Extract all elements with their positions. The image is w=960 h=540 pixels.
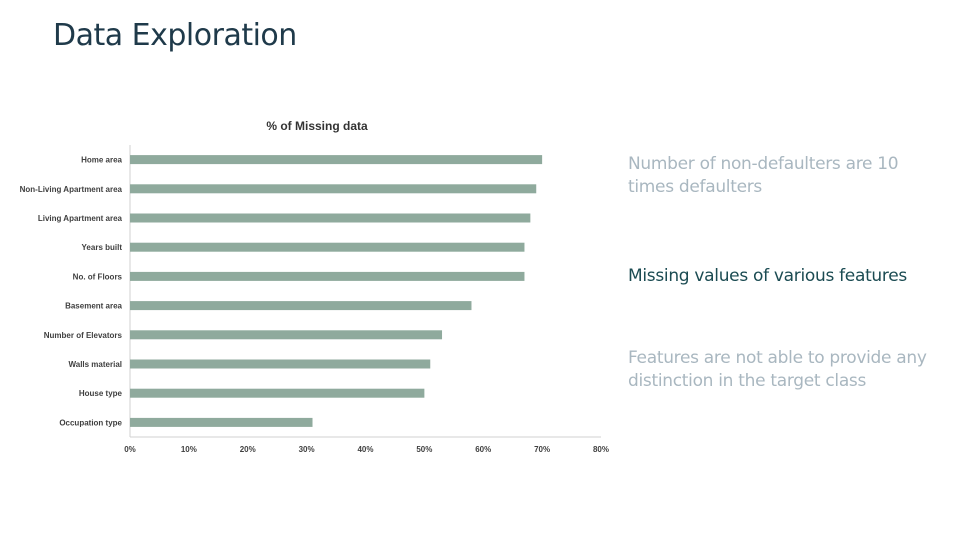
x-tick-label-7: 70% xyxy=(534,445,550,454)
bar-2 xyxy=(130,213,531,223)
x-tick-label-3: 30% xyxy=(299,445,315,454)
bar-5 xyxy=(130,301,472,311)
x-tick-label-6: 60% xyxy=(475,445,491,454)
category-label-2: Living Apartment area xyxy=(38,214,123,223)
bar-6 xyxy=(130,330,443,340)
category-label-9: Occupation type xyxy=(59,418,122,427)
bar-4 xyxy=(130,271,525,281)
bar-0 xyxy=(130,155,543,165)
bar-3 xyxy=(130,242,525,252)
plot-area: Home area Non-Living Apartment area Living… xyxy=(20,145,609,454)
slide-title: Data Exploration xyxy=(53,18,297,53)
bullet-point-1: Number of non-defaulters are 10 times de… xyxy=(628,154,899,197)
x-tick-label-4: 40% xyxy=(357,445,373,454)
bar-7 xyxy=(130,359,431,369)
bar-1 xyxy=(130,184,537,194)
x-tick-label-5: 50% xyxy=(416,445,432,454)
category-label-1: Non-Living Apartment area xyxy=(20,185,123,194)
category-label-8: House type xyxy=(79,389,123,398)
x-tick-label-0: 0% xyxy=(124,445,136,454)
bar-8 xyxy=(130,388,425,398)
category-label-7: Walls material xyxy=(68,360,122,369)
chart-title: % of Missing data xyxy=(266,119,368,133)
x-tick-label-8: 80% xyxy=(593,445,609,454)
bullet-point-2: Missing values of various features xyxy=(628,266,907,286)
category-label-6: Number of Elevators xyxy=(44,331,123,340)
bullet-point-3: Features are not able to provide any dis… xyxy=(628,348,927,391)
missing-data-bar-chart: % of Missing data Home area Non-Living Ap… xyxy=(20,119,609,454)
category-label-3: Years built xyxy=(82,243,123,252)
category-label-4: No. of Floors xyxy=(73,272,123,281)
bar-9 xyxy=(130,417,313,427)
category-label-5: Basement area xyxy=(65,302,122,311)
x-tick-label-1: 10% xyxy=(181,445,197,454)
x-tick-label-2: 20% xyxy=(240,445,256,454)
category-label-0: Home area xyxy=(81,156,122,165)
